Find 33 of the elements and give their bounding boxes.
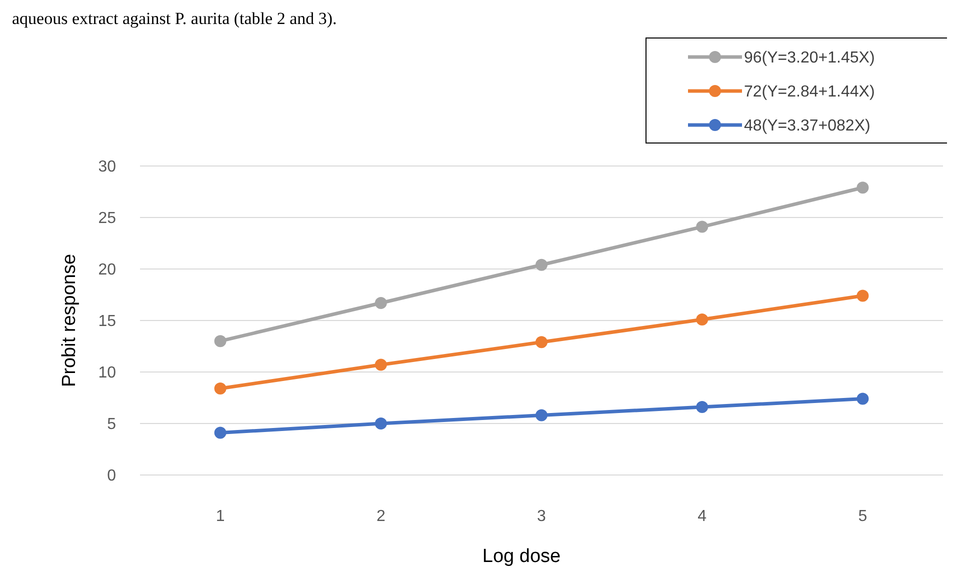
x-tick-label: 3 — [537, 508, 546, 525]
legend-label: 48(Y=3.37+082X) — [744, 118, 870, 135]
y-tick-label: 20 — [98, 262, 116, 279]
y-tick-label: 0 — [107, 468, 116, 485]
x-tick-label: 4 — [698, 508, 707, 525]
text: aqueous extract against P. aurita (table 2 and 3). — [12, 9, 337, 28]
point — [696, 220, 708, 233]
x-tick-label: 5 — [858, 508, 868, 525]
y-axis-title: Probit response — [59, 254, 80, 388]
point — [696, 401, 708, 414]
point — [214, 382, 226, 394]
legend-label: 72(Y=2.84+1.44X) — [744, 84, 875, 101]
point — [214, 426, 226, 439]
x-axis-title: Log dose — [482, 546, 561, 567]
x-tick-label: 1 — [216, 508, 225, 525]
point — [536, 258, 548, 271]
point — [374, 418, 387, 430]
point — [696, 313, 708, 326]
point — [536, 336, 548, 348]
y-tick-label: 10 — [98, 364, 116, 382]
y-tick-label: 25 — [98, 210, 116, 228]
point — [856, 392, 869, 405]
point — [856, 182, 869, 194]
y-tick-label: 5 — [107, 416, 116, 434]
point — [374, 358, 387, 371]
point — [856, 290, 869, 302]
y-tick-label: 15 — [98, 313, 116, 330]
point — [536, 409, 548, 422]
point — [374, 296, 387, 309]
y-tick-label: 30 — [98, 158, 116, 176]
x-tick-label: 2 — [376, 508, 386, 525]
legend-label: 96(Y=3.20+1.45X) — [744, 50, 875, 67]
point — [214, 335, 226, 348]
